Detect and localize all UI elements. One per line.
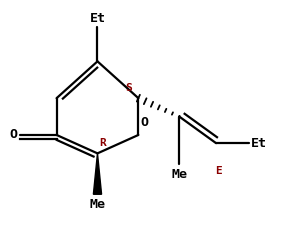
Text: Et: Et [251, 137, 267, 150]
Text: E: E [215, 166, 221, 176]
Text: Me: Me [90, 198, 105, 211]
Text: R: R [99, 138, 106, 148]
Text: O: O [10, 128, 18, 141]
Text: Et: Et [90, 12, 105, 25]
Text: O: O [140, 116, 149, 129]
Text: S: S [125, 83, 132, 93]
Text: Me: Me [171, 168, 187, 181]
Polygon shape [93, 153, 101, 194]
